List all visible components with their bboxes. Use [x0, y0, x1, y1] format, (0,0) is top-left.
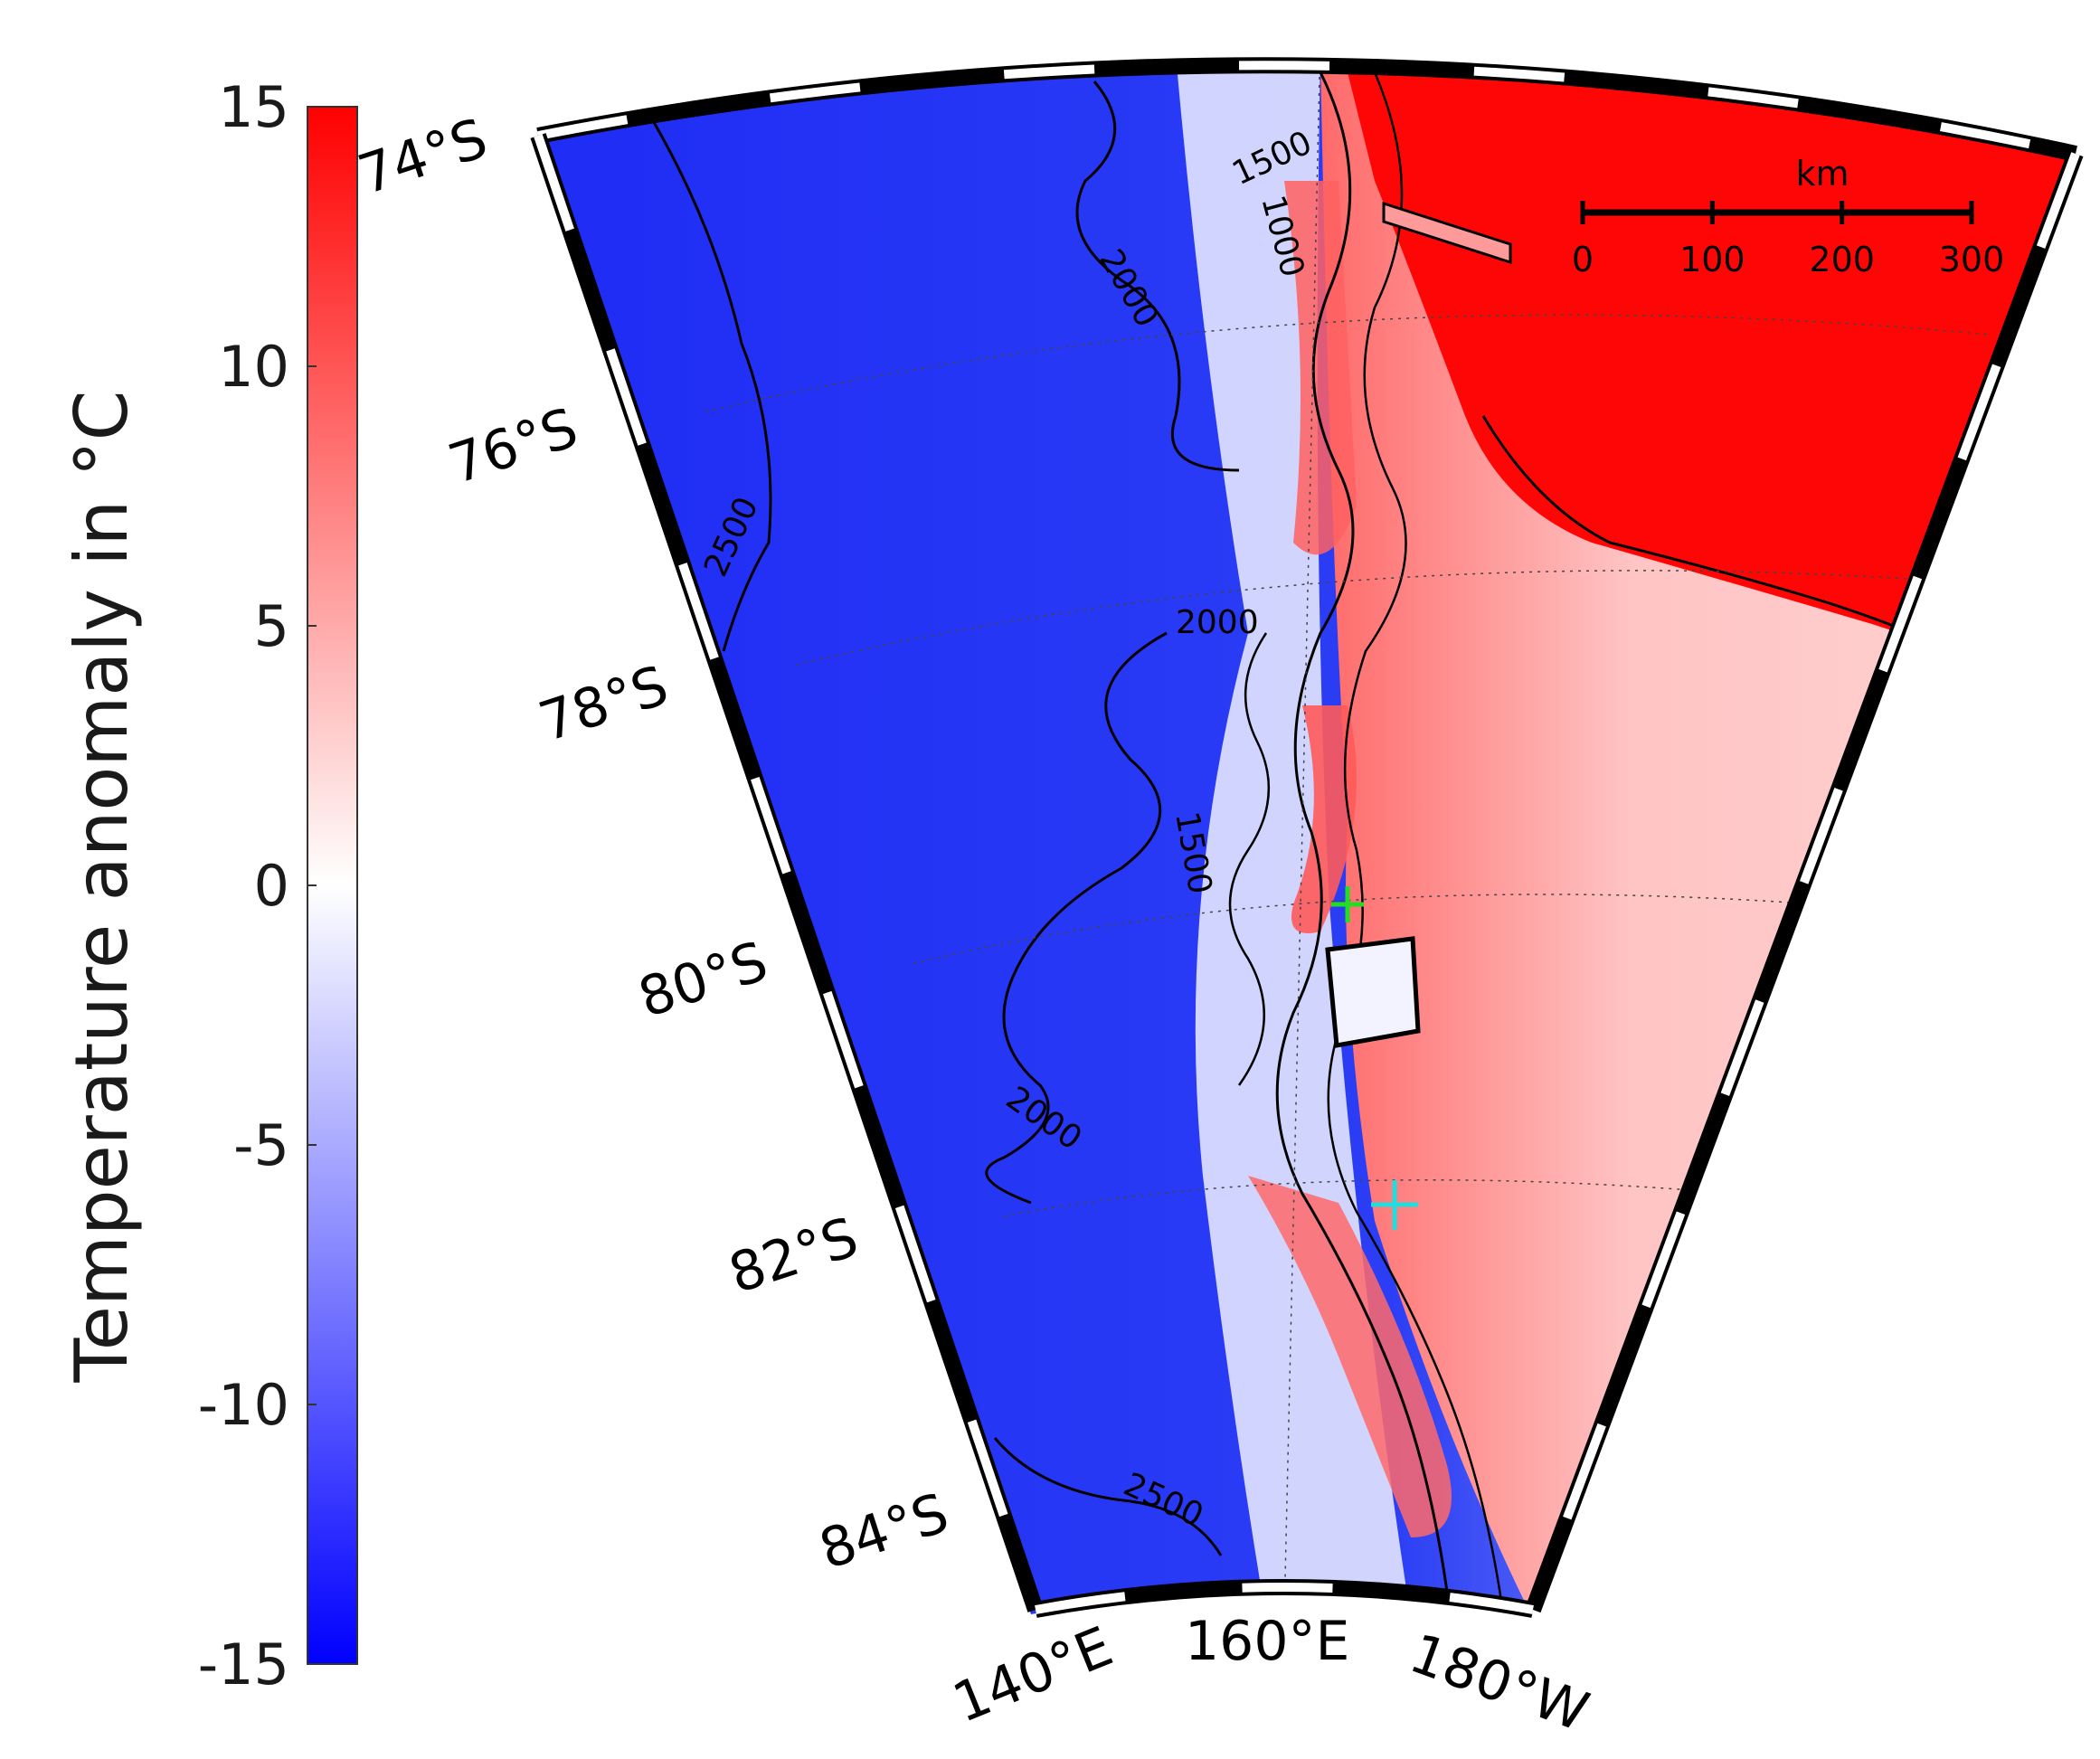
colorbar-tick-label: 5 [254, 593, 289, 659]
colorbar-tick-label: -10 [198, 1372, 289, 1438]
green-plus-marker [1331, 886, 1364, 922]
mountain-contours [1327, 71, 1503, 1602]
colorbar-title: Temperature anomaly in °C [60, 390, 144, 1383]
glacier-tongue [1382, 201, 1512, 265]
map-frame [530, 57, 2084, 1618]
colorbar-tick-label: 0 [254, 853, 289, 919]
mountain-warm-streak [1248, 1176, 1452, 1537]
graticule [705, 70, 1991, 1615]
longitude-labels: 140°E 160°E 180°W [944, 1610, 1596, 1745]
scale-bar: km 0 100 200 300 [1572, 154, 2004, 279]
latitude-label: 78°S [532, 654, 676, 754]
coastline-contour [649, 117, 772, 652]
colorbar-ticks: 15 10 5 0 -5 -10 -15 [198, 74, 317, 1698]
scale-bar-tick-label: 200 [1809, 240, 1875, 279]
colorbar-tick-label: 15 [218, 74, 289, 140]
mountain-contours [1228, 632, 1271, 1086]
colorbar: 15 10 5 0 -5 -10 -15 Temperature anomaly in °C [60, 74, 358, 1698]
mountain-contours [1275, 71, 1449, 1593]
latitude-label: 84°S [812, 1481, 956, 1582]
latitude-label: 74°S [351, 107, 495, 207]
map-panel: 1500 1000 2000 2500 2000 1500 2000 2500 … [351, 57, 2084, 1745]
mountain-warm-streak [1284, 181, 1357, 555]
scale-bar-ticks: 0 100 200 300 [1572, 201, 2004, 279]
longitude-label: 160°E [1185, 1610, 1349, 1673]
latitude-label: 76°S [441, 396, 585, 496]
mountain-transition-band [1176, 70, 1411, 1615]
mountain-warm-streak [1291, 705, 1357, 933]
colorbar-tick-label: -5 [233, 1112, 289, 1178]
scale-bar-tick-label: 100 [1679, 240, 1745, 279]
scale-bar-unit: km [1795, 154, 1849, 194]
contour-line-2000 [1075, 80, 1240, 472]
contour-line-2000 [985, 631, 1168, 1205]
contour-label: 2000 [1176, 604, 1259, 641]
longitude-label: 180°W [1402, 1622, 1597, 1745]
scale-bar-tick-label: 0 [1572, 240, 1594, 279]
longitude-label: 140°E [944, 1615, 1121, 1735]
latitude-label: 80°S [631, 930, 775, 1030]
cyan-plus-marker [1371, 1180, 1418, 1230]
study-region-box [1325, 936, 1421, 1048]
scale-bar-tick-label: 300 [1939, 240, 2005, 279]
colorbar-tick-label: 10 [218, 334, 289, 400]
colorbar-tick-label: -15 [198, 1631, 289, 1698]
latitude-label: 82°S [722, 1206, 866, 1306]
ocean-region [1339, 70, 2071, 687]
contour-line-2500 [993, 1437, 1223, 1556]
